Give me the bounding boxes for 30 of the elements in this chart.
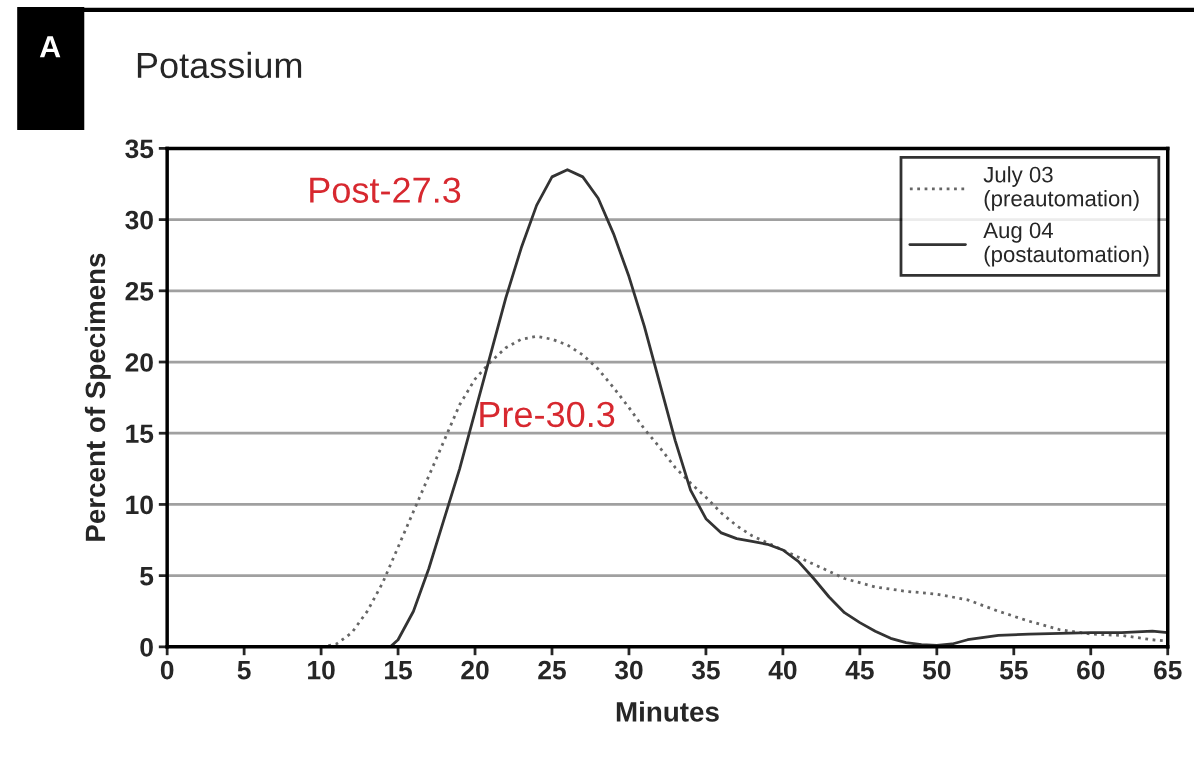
x-tick-label: 15 [385, 661, 412, 680]
y-tick-label: 0 [140, 637, 153, 657]
x-tick-label: 10 [308, 660, 335, 680]
x-tick-label: 0 [160, 660, 174, 680]
y-tick-label: 30 [125, 210, 153, 230]
legend-label: Aug 04 (postautomation) [983, 222, 1149, 267]
y-tick-label: 10 [126, 495, 153, 515]
text: A [39, 36, 61, 58]
x-tick-label: 20 [461, 660, 489, 680]
x-tick-label: 30 [614, 660, 643, 680]
x-tick-label: 35 [691, 660, 720, 680]
x-tick-label: 60 [1077, 660, 1105, 680]
y-tick-label: 35 [125, 139, 154, 159]
y-tick-label: 5 [140, 567, 154, 586]
y-tick-label: 20 [125, 353, 153, 372]
x-tick-label: 40 [768, 660, 797, 680]
x-tick-label: 25 [538, 660, 566, 680]
x-tick-label: 5 [237, 661, 251, 680]
x-axis-title: Minutes [616, 701, 719, 722]
x-tick-label: 45 [845, 661, 874, 680]
annotation: Pre-30.3 [480, 401, 615, 428]
x-tick-label: 50 [922, 660, 951, 680]
y-tick-label: 25 [125, 281, 154, 301]
annotation: Post-27.3 [310, 177, 461, 203]
y-axis-title: Percent of Specimens [84, 253, 111, 541]
x-tick-label: 65 [1154, 660, 1182, 680]
x-tick-label: 55 [999, 661, 1028, 680]
y-tick-label: 15 [126, 424, 154, 444]
chart-title: Potassium [137, 51, 302, 79]
legend-label: July 03 (preautomation) [983, 166, 1139, 211]
